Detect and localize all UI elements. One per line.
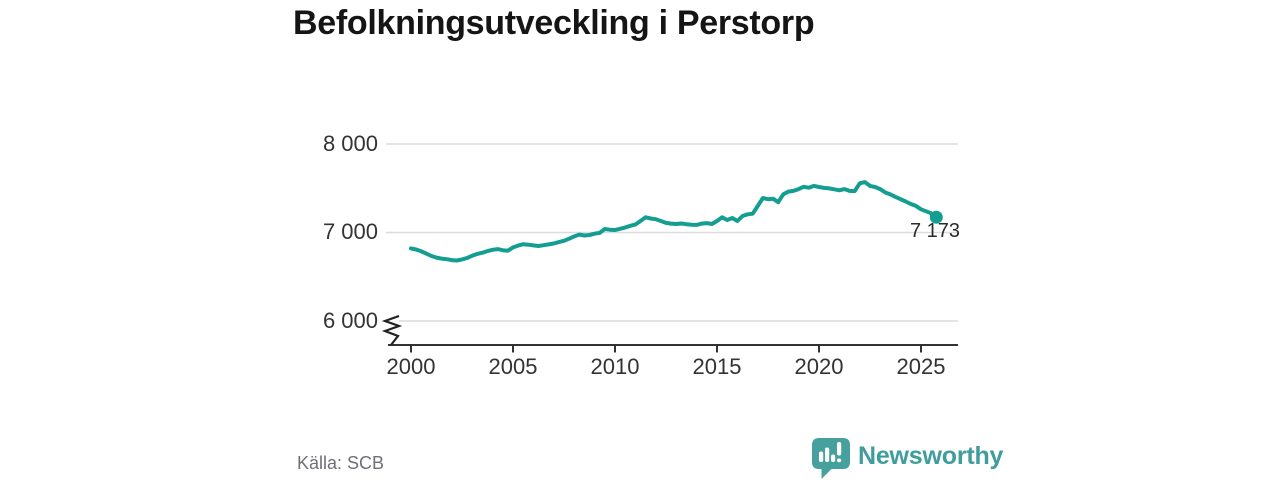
source-caption: Källa: SCB — [297, 453, 385, 473]
x-axis-tick-label-2000: 2000 — [386, 354, 436, 379]
axis-break-zigzag — [381, 314, 403, 346]
x-axis-tick-label-2020: 2020 — [794, 354, 844, 379]
newsworthy-logo-icon — [812, 438, 850, 479]
chart-title: Befolkningsutveckling i Perstorp — [293, 4, 815, 42]
logo-exclamation-dot — [837, 458, 842, 463]
logo-exclamation-stem — [837, 442, 842, 456]
x-axis-tick-label-2025: 2025 — [896, 354, 946, 379]
latest-value-label: 7 173 — [909, 220, 960, 242]
logo-bar-1 — [819, 451, 824, 462]
population-series-line — [409, 180, 939, 263]
newsworthy-wordmark: Newsworthy — [858, 442, 1004, 470]
newsworthy-logo[interactable]: Newsworthy — [812, 438, 1003, 479]
logo-bar-3 — [831, 454, 836, 462]
y-axis-tick-label-6000: 6 000 — [322, 308, 378, 333]
x-axis-tick-label-2005: 2005 — [488, 354, 538, 379]
y-axis-tick-label-8000: 8 000 — [322, 131, 378, 156]
x-axis-tick-label-2010: 2010 — [590, 354, 640, 379]
x-axis-tick-label-2015: 2015 — [692, 354, 742, 379]
logo-bar-2 — [825, 447, 830, 462]
y-axis-tick-label-7000: 7 000 — [322, 219, 378, 244]
end-point-marker — [929, 210, 943, 224]
